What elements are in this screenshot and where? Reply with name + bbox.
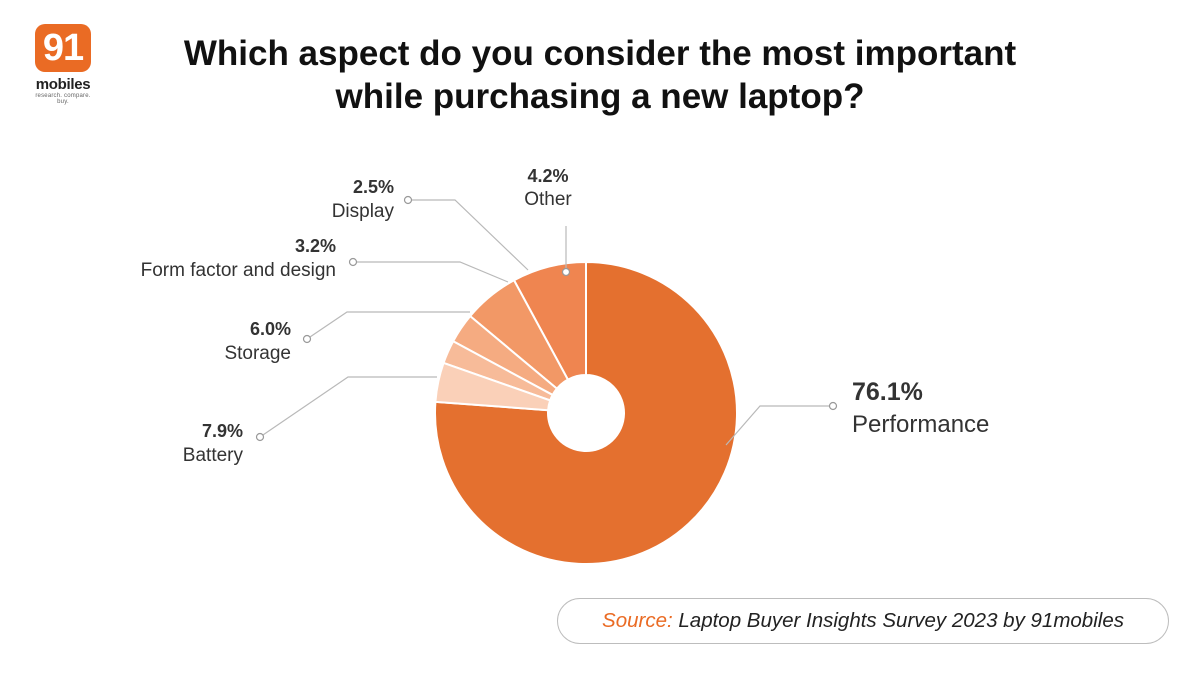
leader-dot-form-factor-and-design	[348, 257, 358, 267]
source-label: Source:	[602, 609, 673, 632]
slice-other	[434, 361, 552, 412]
slice-performance	[434, 260, 738, 565]
value-label-battery: 7.9%	[202, 421, 243, 441]
slice-battery	[512, 260, 587, 381]
brand-logo: 91 mobiles research. compare. buy.	[32, 24, 94, 105]
category-label-other: Other	[524, 189, 572, 210]
category-label-battery: Battery	[183, 445, 244, 466]
leader-dot-storage	[302, 334, 312, 344]
logo-number: 91	[35, 24, 91, 72]
category-label-performance: Performance	[852, 411, 989, 438]
leader-dot-performance	[828, 401, 838, 411]
leader-line-storage	[306, 311, 470, 340]
leader-line-display	[408, 199, 529, 271]
leader-line-form-factor-and-design	[353, 261, 509, 283]
value-label-other: 4.2%	[527, 166, 568, 186]
value-label-performance: 76.1%	[852, 378, 923, 406]
logo-wordmark: mobiles	[35, 76, 91, 93]
category-label-form-factor-and-design: Form factor and design	[141, 260, 336, 281]
value-label-form-factor-and-design: 3.2%	[295, 236, 336, 256]
chart-title: Which aspect do you consider the most im…	[100, 32, 1100, 118]
leader-dot-battery	[255, 432, 265, 442]
leader-dot-other	[561, 267, 571, 277]
leader-dot-display	[403, 195, 413, 205]
chart-title-line-2: while purchasing a new laptop?	[335, 77, 865, 116]
chart-title-line-1: Which aspect do you consider the most im…	[183, 34, 1017, 73]
value-label-display: 2.5%	[353, 177, 394, 197]
source-footer: Source: Laptop Buyer Insights Survey 202…	[557, 598, 1169, 644]
category-label-display: Display	[332, 201, 395, 222]
source-text: Laptop Buyer Insights Survey 2023 by 91m…	[678, 609, 1124, 632]
slice-storage	[468, 278, 570, 391]
value-label-storage: 6.0%	[250, 319, 291, 339]
leader-line-battery	[259, 376, 437, 438]
category-label-storage: Storage	[224, 343, 291, 364]
logo-tagline: research. compare. buy.	[35, 93, 91, 105]
leader-line-performance	[725, 405, 833, 446]
